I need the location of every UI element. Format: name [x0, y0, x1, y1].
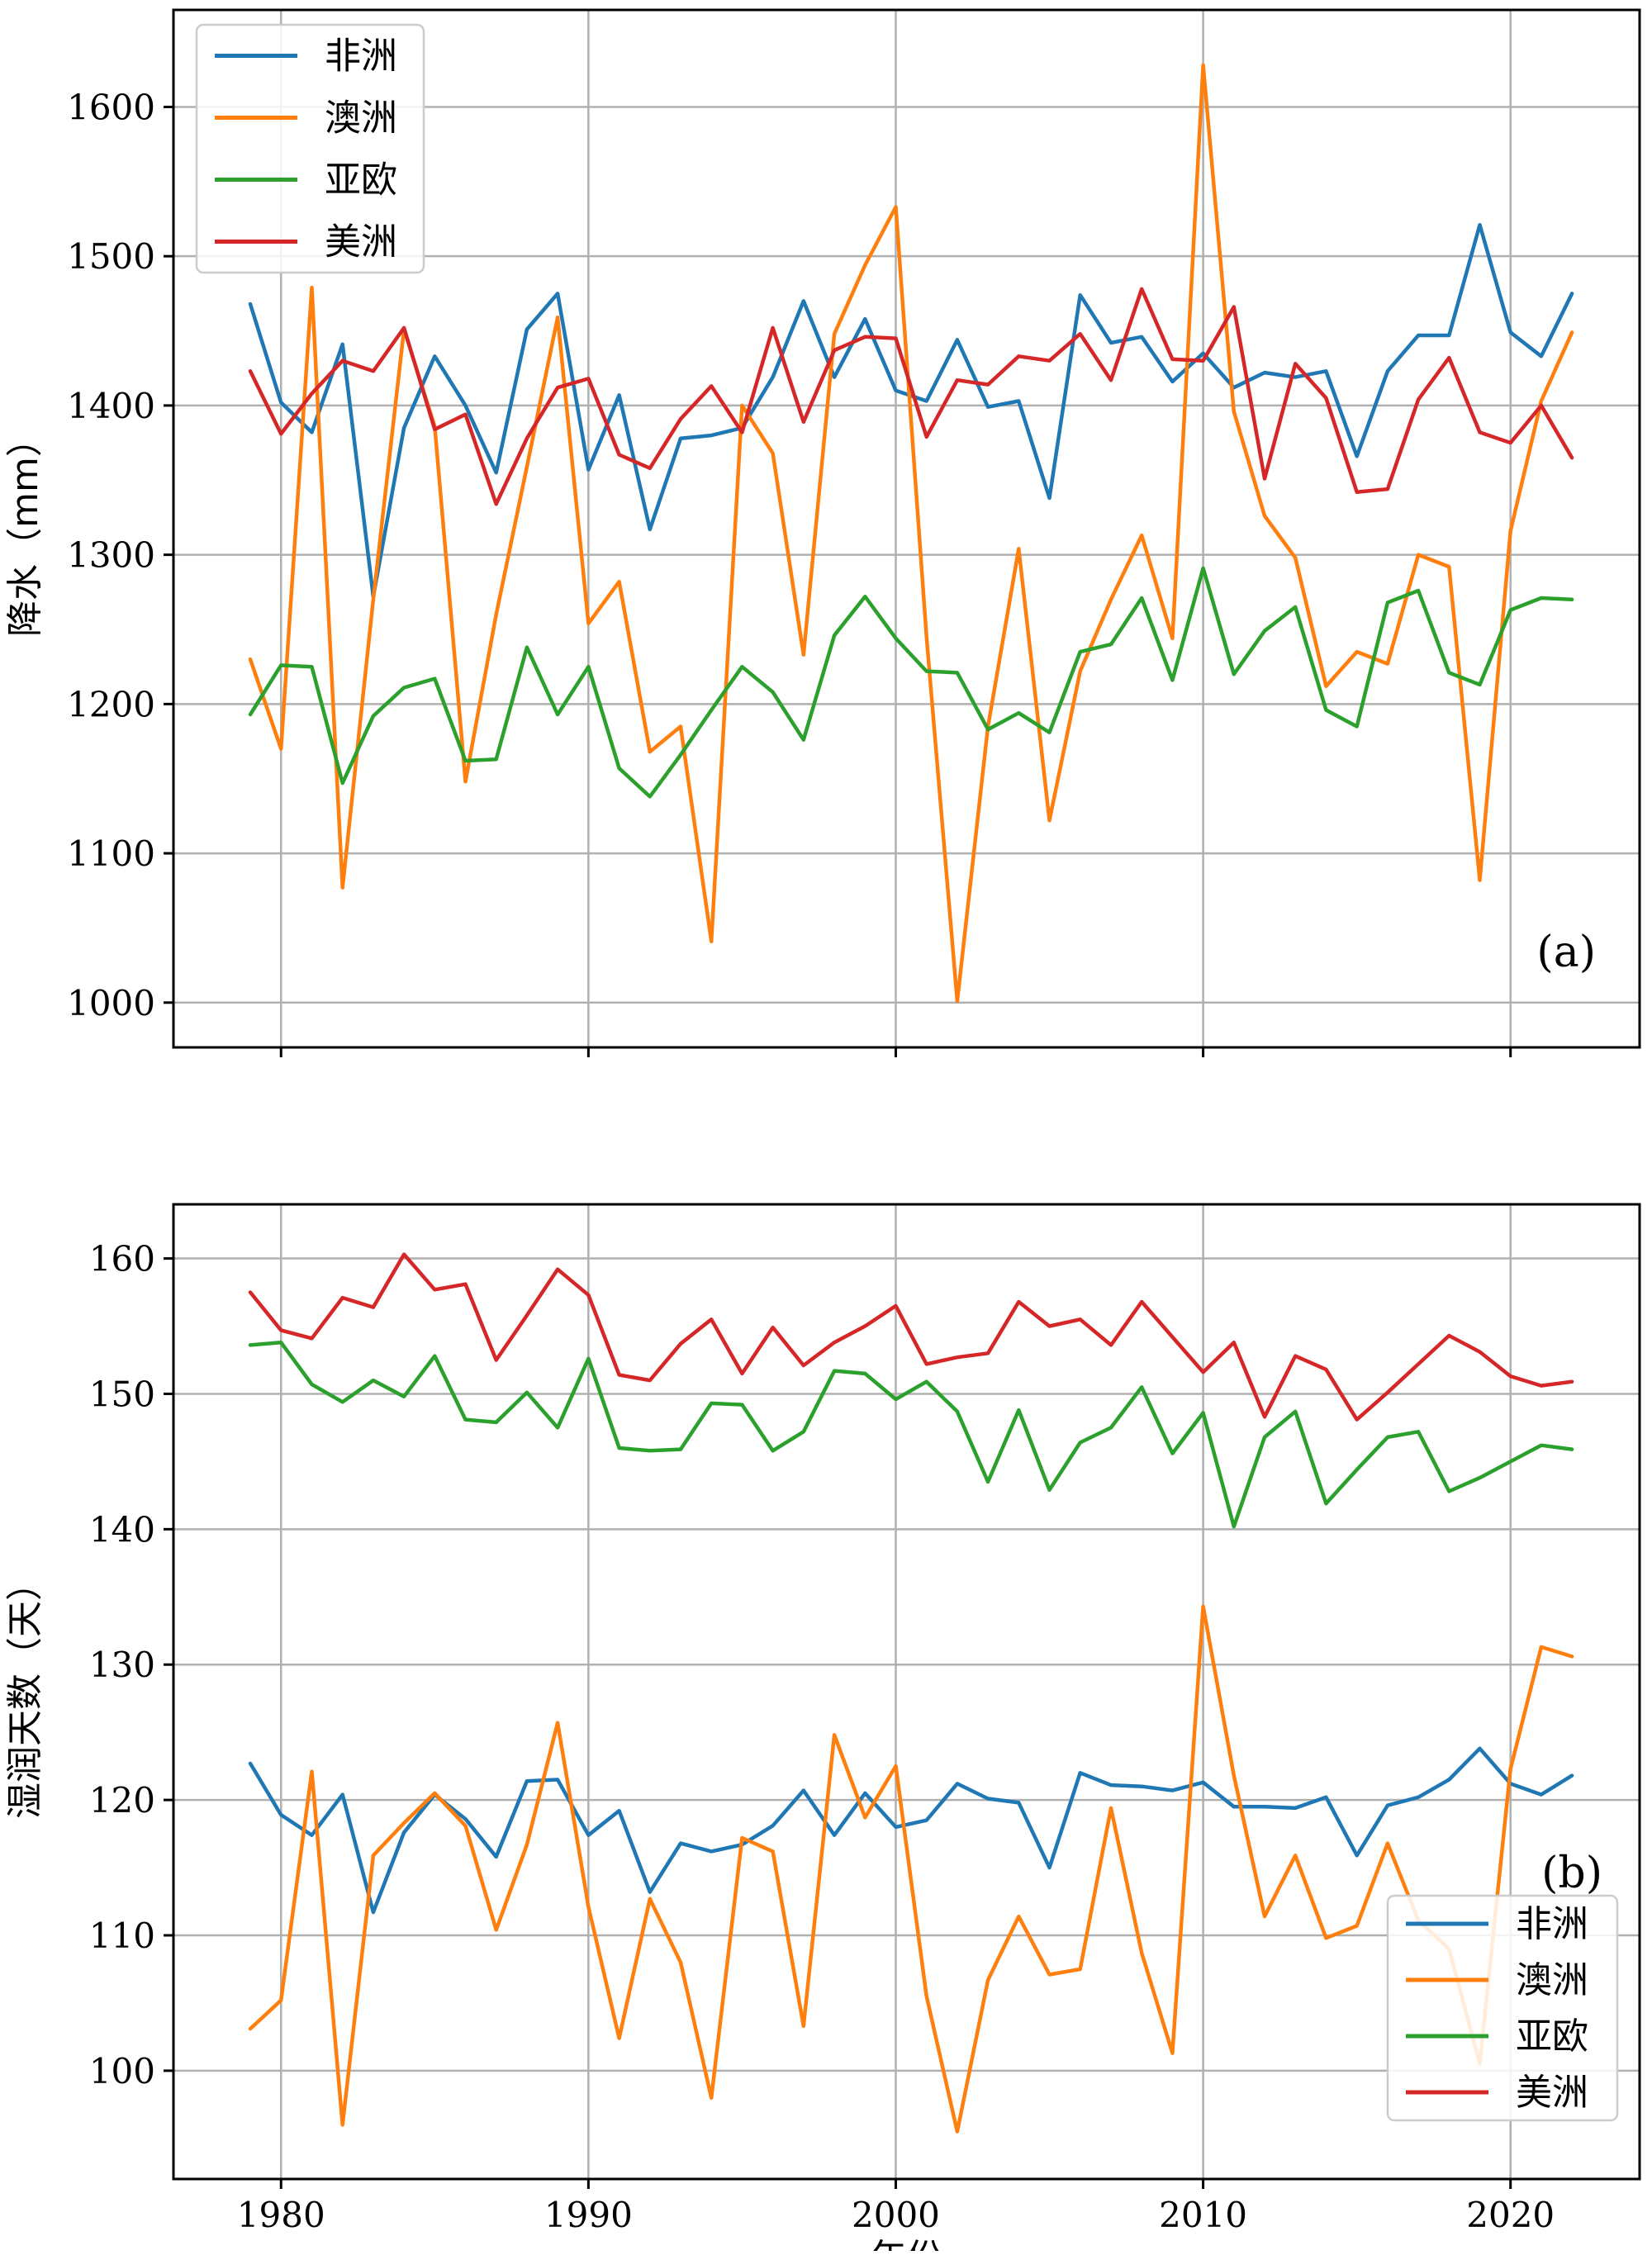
panel-b: 100 110 120 130 140 150 160 1980 1990 2000 2010 202…	[4, 1203, 1641, 2255]
y-tick-label: 130	[89, 1645, 155, 1685]
y-tick-label: 1600	[67, 87, 155, 127]
y-tick-label: 160	[89, 1239, 155, 1279]
legend-box	[1386, 1894, 1619, 2122]
legend-label-1: 非洲	[325, 36, 397, 78]
legend-label-1: 非洲	[1516, 1903, 1588, 1945]
series-line-3	[248, 1340, 1574, 1529]
legend-label-3: 亚欧	[325, 159, 397, 202]
x-tick-label: 1990	[544, 2195, 633, 2235]
legend-box	[195, 23, 425, 274]
legend-label-2: 澳洲	[325, 97, 397, 140]
legend-label-4: 美洲	[325, 221, 397, 263]
panel-label: (b)	[1541, 1849, 1602, 1898]
y-tick-label: 110	[89, 1916, 155, 1956]
legend-label-3: 亚欧	[1516, 2015, 1588, 2058]
legend-label-4: 美洲	[1516, 2072, 1588, 2114]
y-tick-label: 140	[89, 1509, 155, 1550]
series-line-3	[248, 566, 1574, 799]
plot-frame	[172, 1203, 1641, 2181]
y-tick-label: 1000	[67, 983, 155, 1023]
x-tick-label: 2010	[1159, 2195, 1247, 2235]
panel-label: (a)	[1536, 928, 1596, 977]
legend-label-2: 澳洲	[1516, 1959, 1588, 2001]
x-tick-label: 2000	[852, 2195, 940, 2235]
x-axis-label: 年份	[871, 2237, 943, 2251]
series-line-4	[248, 1252, 1574, 1422]
series-line-1	[248, 222, 1574, 599]
y-tick-label: 1400	[67, 386, 155, 426]
series-line-2	[248, 1604, 1574, 2134]
y-tick-label: 100	[89, 2051, 155, 2091]
x-tick-label: 1980	[237, 2195, 325, 2235]
y-tick-label: 120	[89, 1780, 155, 1821]
y-tick-label: 1200	[67, 684, 155, 724]
y-tick-label: 1500	[67, 236, 155, 277]
y-tick-label: 1100	[67, 833, 155, 874]
y-axis-label: 降水（mm）	[4, 420, 46, 637]
y-axis-label: 湿润天数（天）	[4, 1564, 46, 1819]
series-line-4	[248, 287, 1574, 506]
panel-a: 1000 1100 1200 1300 1400 1500 1600 降水（mm） (a) 非洲澳…	[4, 8, 1641, 1057]
series-line-1	[248, 1746, 1574, 1915]
x-tick-label: 2020	[1466, 2195, 1555, 2235]
y-tick-label: 150	[89, 1374, 155, 1414]
y-tick-label: 1300	[67, 535, 155, 576]
series-line-2	[248, 63, 1574, 1004]
plot-frame	[172, 8, 1641, 1049]
